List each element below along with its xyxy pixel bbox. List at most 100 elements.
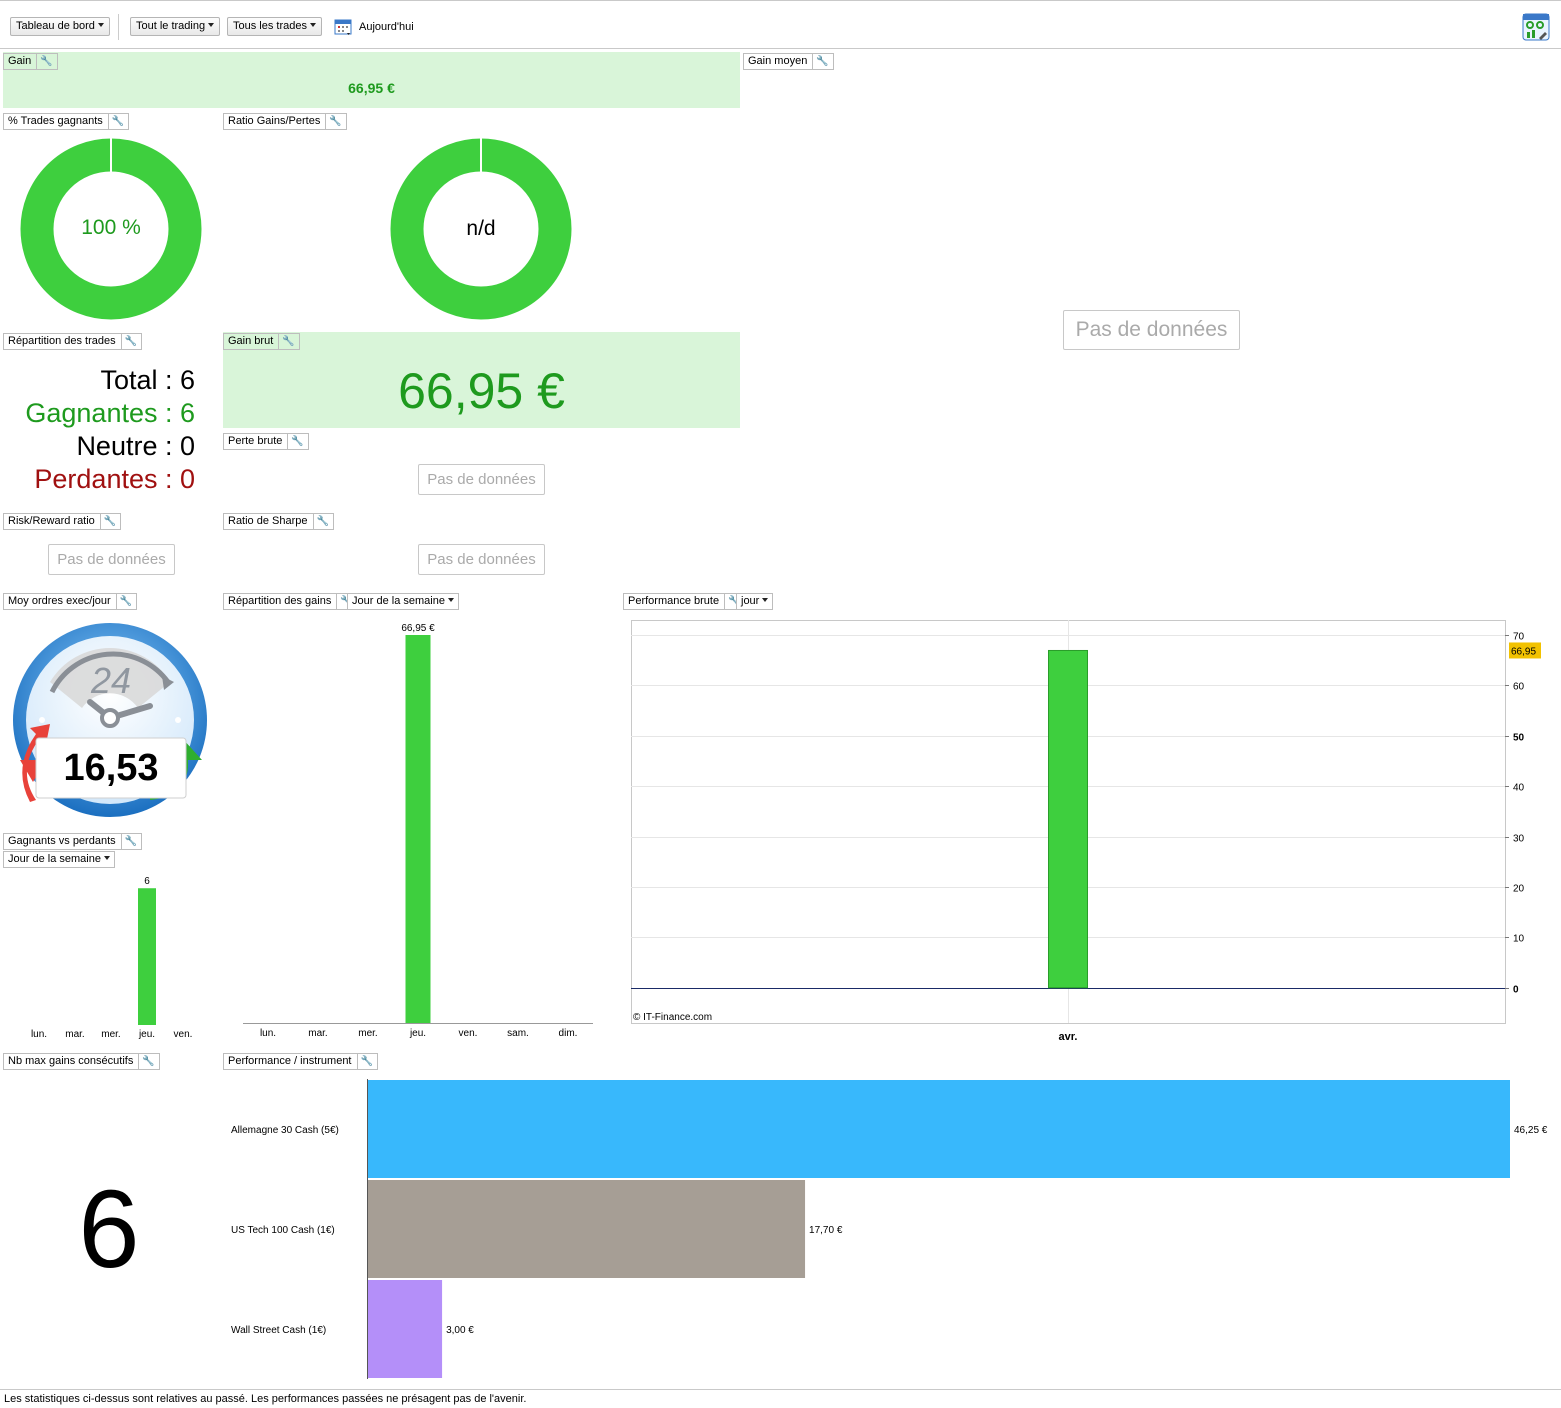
dial-label: 24 (90, 660, 132, 701)
winning-trades-line: Gagnantes : 6 (25, 398, 195, 428)
performance-brute-chart: 0 10 20 30 40 50 60 70 avr. 66,95 (631, 620, 1541, 1043)
bar-data-label: 66,95 € (401, 623, 435, 634)
y-tick-label: 30 (1513, 834, 1525, 845)
wrench-icon[interactable]: 🔧 (115, 594, 132, 609)
dashboard-dropdown-label: Tableau de bord (16, 20, 95, 32)
x-tick-label: lun. (260, 1028, 276, 1039)
wrench-icon[interactable]: 🔧 (356, 1054, 373, 1069)
wrench-icon[interactable]: 🔧 (138, 1054, 155, 1069)
gagnants-vs-perdants-title: Gagnants vs perdants (8, 835, 116, 847)
x-tick-label: lun. (31, 1029, 47, 1040)
clock-icon (13, 623, 207, 817)
chevron-down-icon (103, 856, 110, 860)
wrench-icon[interactable]: 🔧 (120, 334, 137, 349)
gain-title: Gain (8, 55, 32, 67)
gain-brut-value: 66,95 € (398, 363, 565, 419)
dashboard-dropdown[interactable]: Tableau de bord (10, 17, 110, 36)
wrench-icon[interactable]: 🔧 (287, 434, 304, 449)
y-tick-label: 10 (1513, 934, 1525, 945)
wrench-icon[interactable]: 🔧 (278, 334, 295, 349)
value-badge (1509, 642, 1541, 659)
risk-reward-title: Risk/Reward ratio (8, 515, 95, 527)
ratio-gains-pertes-title: Ratio Gains/Pertes (228, 115, 321, 127)
gain-moyen-no-data: Pas de données (1063, 310, 1240, 350)
value-badge-label: 66,95 (1511, 646, 1536, 657)
wrench-icon[interactable]: 🔧 (36, 54, 53, 69)
moy-ordres-title: Moy ordres exec/jour (8, 595, 111, 607)
repartition-trades-list: Total : 6 Gagnantes : 6 Neutre : 0 Perda… (3, 364, 195, 496)
orders-clock-gauge: 24 16,53 (10, 620, 212, 820)
toolbar-divider (118, 14, 119, 40)
x-tick-label: ven. (174, 1029, 193, 1040)
ratio-gains-pertes-value: n/d (466, 217, 496, 240)
ratio-sharpe-no-data: Pas de données (418, 544, 545, 575)
performance-brute-period: jour (741, 595, 760, 607)
repartition-gains-period-dropdown[interactable]: Jour de la semaine (347, 593, 459, 610)
repartition-gains-chart: lun. mar. mer. jeu. 66,95 € ven. sam. dim. (243, 623, 593, 1039)
ratio-sharpe-title: Ratio de Sharpe (228, 515, 308, 527)
x-tick-label: mar. (308, 1028, 327, 1039)
bar-data-label: 6 (144, 876, 150, 887)
gain-moyen-title: Gain moyen (748, 55, 808, 67)
nb-max-gains-title: Nb max gains consécutifs (8, 1055, 134, 1067)
performance-instrument-chart: Allemagne 30 Cash (5€) 46,25 € US Tech 100… (231, 1079, 1548, 1379)
trades-gagnants-donut (20, 138, 202, 320)
trading-filter-label: Tout le trading (136, 20, 206, 32)
x-tick-label: sam. (507, 1028, 529, 1039)
gagnants-vs-perdants-widget-title: Gagnants vs perdants 🔧 (3, 833, 143, 850)
chevron-down-icon (447, 598, 454, 602)
performance-instrument-title: Performance / instrument (228, 1055, 352, 1067)
perte-brute-title: Perte brute (228, 435, 283, 447)
gain-widget (3, 52, 740, 108)
wrench-icon[interactable]: 🔧 (336, 594, 353, 609)
bar (405, 635, 431, 1023)
wrench-icon[interactable]: 🔧 (120, 834, 137, 849)
repartition-gains-period: Jour de la semaine (352, 595, 445, 607)
gagnants-vs-perdants-period: Jour de la semaine (8, 853, 101, 865)
moy-ordres-widget-title: Moy ordres exec/jour 🔧 (3, 593, 138, 610)
y-tick-label: 40 (1513, 783, 1525, 794)
chevron-down-icon (762, 598, 769, 602)
trading-filter-dropdown[interactable]: Tout le trading (130, 17, 221, 36)
y-tick-label: 70 (1513, 632, 1525, 643)
x-tick-label: mer. (358, 1028, 377, 1039)
repartition-trades-widget-title: Répartition des trades 🔧 (3, 333, 143, 350)
wrench-icon[interactable]: 🔧 (325, 114, 342, 129)
bar (138, 888, 156, 1025)
performance-brute-period-dropdown[interactable]: jour (736, 593, 774, 610)
ratio-sharpe-widget-title: Ratio de Sharpe 🔧 (223, 513, 334, 530)
trades-filter-dropdown[interactable]: Tous les trades (227, 17, 322, 36)
wrench-icon[interactable]: 🔧 (107, 114, 124, 129)
gain-brut-title: Gain brut (228, 335, 274, 347)
chevron-down-icon (309, 23, 316, 27)
risk-reward-widget-title: Risk/Reward ratio 🔧 (3, 513, 122, 530)
y-tick-label: 60 (1513, 682, 1525, 693)
gain-moyen-widget-title: Gain moyen 🔧 (743, 53, 834, 70)
risk-reward-no-data: Pas de données (48, 544, 175, 575)
wrench-icon[interactable]: 🔧 (812, 54, 829, 69)
nb-max-gains-value: 6 (78, 1168, 140, 1291)
dashboard-settings-icon (1522, 13, 1550, 41)
total-trades-line: Total : 6 (100, 365, 195, 395)
perte-brute-widget-title: Perte brute 🔧 (223, 433, 309, 450)
x-tick-label: ven. (459, 1028, 478, 1039)
ratio-gains-pertes-widget-title: Ratio Gains/Pertes 🔧 (223, 113, 347, 130)
x-tick-label: dim. (559, 1028, 578, 1039)
wrench-icon[interactable]: 🔧 (312, 514, 329, 529)
wrench-icon[interactable]: 🔧 (99, 514, 116, 529)
instrument-label: Allemagne 30 Cash (5€) (231, 1125, 339, 1136)
date-selector[interactable]: Aujourd'hui (334, 16, 414, 38)
instrument-label: US Tech 100 Cash (1€) (231, 1225, 335, 1236)
orders-per-day-value: 16,53 (63, 747, 159, 789)
gagnants-vs-perdants-chart: lun. mar. mer. jeu. 6 ven. (31, 876, 193, 1040)
repartition-gains-title: Répartition des gains (228, 595, 332, 607)
wrench-icon[interactable]: 🔧 (724, 594, 741, 609)
instrument-label: Wall Street Cash (1€) (231, 1325, 326, 1336)
gain-brut-widget (223, 332, 740, 428)
gagnants-vs-perdants-period-dropdown[interactable]: Jour de la semaine (3, 851, 115, 868)
dashboard-settings-button[interactable] (1521, 12, 1551, 45)
losing-trades-line: Perdantes : 0 (34, 464, 195, 494)
gain-widget-title: Gain 🔧 (3, 53, 58, 70)
trades-gagnants-value: 100 % (81, 216, 141, 239)
gain-brut-widget-title: Gain brut 🔧 (223, 333, 300, 350)
